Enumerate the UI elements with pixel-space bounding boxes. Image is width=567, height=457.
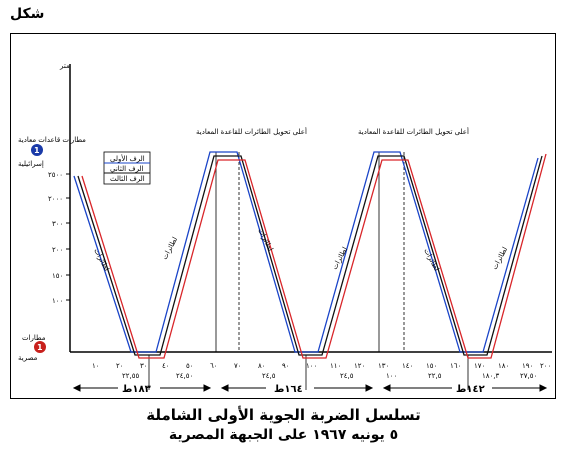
time-tick: ٩٠ <box>282 362 290 370</box>
egypt-badge-number: 1 <box>37 343 43 352</box>
time-tick: ٨٠ <box>258 362 266 370</box>
time-tick: ٢٠٠ <box>540 362 551 370</box>
caption-subtitle: ٥ يونيه ١٩٦٧ على الجبهة المصرية <box>168 427 399 443</box>
wave-series-2 <box>77 155 543 356</box>
slope-label: لطائرات <box>161 236 179 261</box>
y-tick-label: ٢٠٠ <box>52 246 63 254</box>
wave-series-3 <box>81 153 547 359</box>
caption-title: تسلسل الضربة الجوية الأولى الشاملة <box>146 406 421 424</box>
legend-entry-2: الرف الثاني <box>110 165 144 173</box>
time-tick: ١٥٠ <box>426 362 437 370</box>
enemy-badge-icon <box>31 144 43 156</box>
time-tick: ١٠ <box>92 362 100 370</box>
time-tick: ١٩٠ <box>522 362 533 370</box>
segment-duration: ١٠٠ <box>386 372 397 380</box>
egyptian-airfields-label: مطارات <box>22 334 46 342</box>
segment-duration: ٢٢,٥ <box>428 372 442 380</box>
legend-entry-3: الرف الثالث <box>110 175 145 183</box>
time-tick: ٤٠ <box>162 362 170 370</box>
time-tick: ١١٠ <box>330 362 341 370</box>
time-tick: ١٨٠ <box>498 362 509 370</box>
segment-duration: ٢٤,٥ <box>340 372 354 380</box>
wave-series-1 <box>73 151 539 353</box>
enemy-badge-number: 1 <box>34 146 40 155</box>
peak-label-1: أعلى تحويل الطائرات للقاعدة المعادية <box>196 127 307 136</box>
y-tick-label: ٣٠٠ <box>52 220 63 228</box>
y-tick-label: ١٠٠ <box>52 297 63 305</box>
y-tick-label: ٢٠٠٠ <box>48 195 63 203</box>
time-tick: ١٢٠ <box>354 362 365 370</box>
enemy-badge-label: إسرائيلية <box>18 160 44 168</box>
time-tick: ٦٠ <box>210 362 218 370</box>
phase-guides <box>148 152 469 390</box>
time-tick: ١٧٠ <box>474 362 485 370</box>
time-tick: ١٦٠ <box>450 362 461 370</box>
y-tick-label: ٢٥٠٠ <box>48 171 63 179</box>
time-axis: ١٠ ٢٠ ٣٠ ٤٠ ٥٠ ٦٠ ٧٠ ٨٠ ٩٠ ١٠٠ ١١٠ ١٢٠ ١… <box>92 362 551 370</box>
egypt-badge-icon <box>34 341 46 353</box>
enemy-airfields-label: مطارات قاعدات معادية <box>18 136 86 144</box>
wave-3-total: ١٤٢ط <box>456 384 485 395</box>
segment-duration: ٢٧,٥٠ <box>520 372 537 380</box>
segment-duration: ٢٤,٥٠ <box>176 372 193 380</box>
wave-2-total: ١٦٤ط <box>274 384 303 395</box>
segment-duration: ١٨٠,٣ <box>482 372 500 380</box>
peak-label-2: أعلى تحويل الطائرات للقاعدة المعادية <box>358 127 469 136</box>
segment-duration: ٢٢,٥٥ <box>122 372 140 380</box>
time-tick: ١٣٠ <box>378 362 389 370</box>
time-tick: ٥٠ <box>186 362 194 370</box>
time-tick: ٢٠ <box>116 362 124 370</box>
legend: الرف الأولى الرف الثاني الرف الثالث <box>103 151 151 185</box>
segment-duration: ٢٤,٥ <box>262 372 276 380</box>
segment-durations: ٢٢,٥٥ ٢٤,٥٠ ٢٤,٥ ٢٤,٥ ١٠٠ ٢٢,٥ ١٨٠,٣ ٢٧,… <box>122 372 537 380</box>
diagram-frame <box>10 33 556 399</box>
time-tick: ١٤٠ <box>402 362 413 370</box>
y-unit-label: متر <box>59 62 70 70</box>
time-tick: ١٠٠ <box>306 362 317 370</box>
legend-entry-1: الرف الأولى <box>110 154 145 163</box>
egypt-badge-label: مصرية <box>18 354 38 362</box>
y-tick-label: ١٥٠ <box>52 272 63 280</box>
figure-label: شكل <box>10 6 45 22</box>
time-tick: ٧٠ <box>234 362 242 370</box>
time-tick: ٣٠ <box>140 362 148 370</box>
wave-total-arrows <box>72 384 548 392</box>
wave-1-total: ١٨٣ط <box>122 384 151 395</box>
y-ticks: ٢٥٠٠ ٢٠٠٠ ٣٠٠ ٢٠٠ ١٥٠ ١٠٠ <box>48 171 70 305</box>
